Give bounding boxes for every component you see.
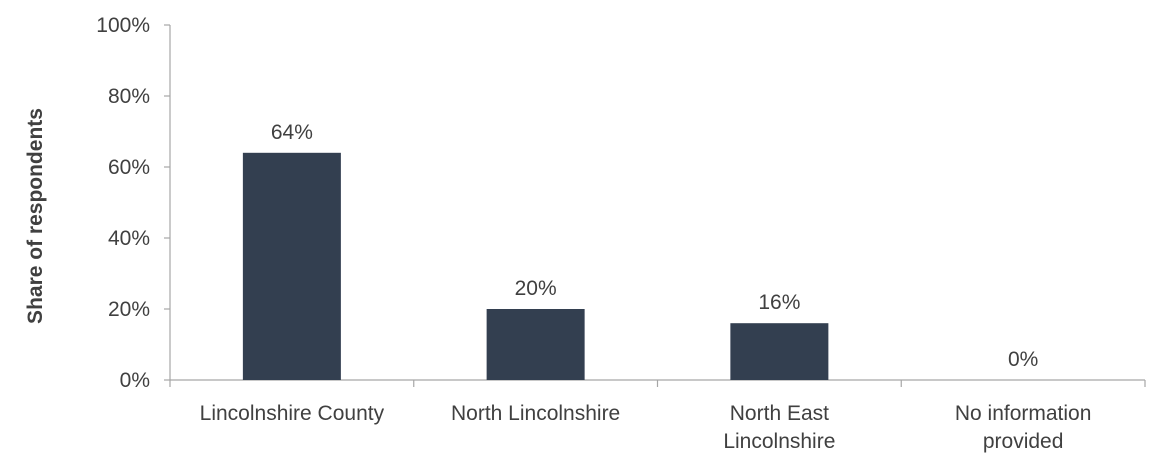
y-tick-label: 80% <box>108 85 150 108</box>
category-label: North Lincolnshire <box>451 402 620 425</box>
bar <box>242 152 341 380</box>
category-label-line: North East <box>730 402 829 425</box>
category-label: North East Lincolnshire <box>723 402 835 453</box>
data-label: 0% <box>1008 348 1038 371</box>
category-label-line: Lincolnshire <box>723 430 835 453</box>
x-axis <box>169 379 1146 387</box>
category-label-line: No information <box>955 402 1092 425</box>
category-label-line: Lincolnshire County <box>200 402 385 425</box>
bar <box>730 323 829 380</box>
category-label: No information provided <box>955 402 1092 453</box>
category-label-line: North Lincolnshire <box>451 402 620 425</box>
y-tick-label: 100% <box>96 14 150 37</box>
bar <box>486 309 585 380</box>
y-axis: 0% 20% 40% 60% 80% 100% <box>96 14 171 392</box>
category-label-line: provided <box>983 430 1064 453</box>
y-tick-label: 60% <box>108 156 150 179</box>
bars-group <box>242 152 829 380</box>
category-labels-group: Lincolnshire County North Lincolnshire Nor… <box>200 402 1092 453</box>
y-tick-label: 40% <box>108 227 150 250</box>
y-axis-title-group: Share of respondents <box>24 108 47 324</box>
y-axis-title: Share of respondents <box>24 108 47 324</box>
data-label: 20% <box>515 277 557 300</box>
data-label: 16% <box>758 291 800 314</box>
y-tick-label: 0% <box>120 369 150 392</box>
data-labels-group: 64% 20% 16% 0% <box>271 121 1038 371</box>
data-label: 64% <box>271 121 313 144</box>
category-label: Lincolnshire County <box>200 402 385 425</box>
y-tick-label: 20% <box>108 298 150 321</box>
